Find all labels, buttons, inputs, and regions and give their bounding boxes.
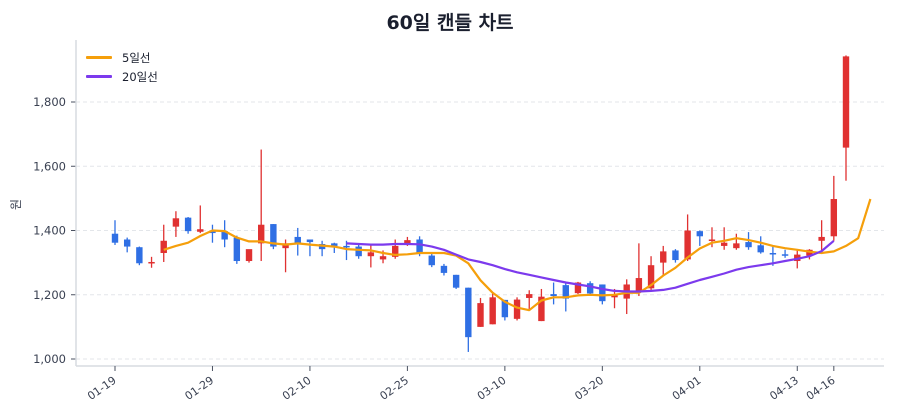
candle-body — [781, 254, 789, 256]
candle-body — [160, 240, 167, 253]
candle-body — [599, 284, 606, 302]
candle-body — [513, 299, 521, 319]
candle-body — [148, 261, 155, 264]
candle-body — [111, 233, 119, 243]
x-tick-label: 02-25 — [377, 374, 411, 403]
candle-body — [306, 239, 314, 243]
candle-body — [733, 243, 740, 249]
y-tick-label: 1,600 — [33, 159, 66, 173]
x-tick-label: 03-10 — [475, 374, 509, 403]
candle-body — [172, 218, 180, 227]
candle-body — [282, 243, 289, 249]
candle-body — [367, 252, 375, 257]
candle-body — [660, 251, 667, 263]
y-tick-label: 1,200 — [33, 288, 66, 302]
candle-body — [197, 229, 204, 232]
candle-body — [720, 242, 728, 246]
x-tick-label: 04-01 — [670, 374, 704, 403]
candle-body — [392, 245, 399, 257]
candle-body — [526, 294, 533, 298]
legend-label-ma5: 5일선 — [122, 50, 151, 65]
candle-body — [574, 282, 582, 294]
ma5-line — [163, 198, 872, 312]
candle-body — [465, 287, 472, 338]
candle-body — [233, 237, 241, 262]
candle-body — [818, 236, 825, 241]
legend-item-ma5: 5일선 — [86, 48, 158, 67]
candle-body — [708, 239, 716, 241]
candle-body — [477, 303, 484, 327]
candle-body — [428, 255, 435, 266]
y-tick-label: 1,800 — [33, 95, 66, 109]
candle-body — [562, 285, 569, 299]
candle-body — [136, 247, 143, 264]
candle-body — [684, 230, 691, 260]
y-tick-label: 1,000 — [33, 352, 66, 366]
candle-body — [842, 56, 850, 148]
candle-body — [757, 245, 764, 253]
candle-body — [647, 265, 655, 289]
candle-body — [209, 231, 216, 234]
candle-body — [538, 296, 545, 322]
candle-body — [343, 245, 350, 248]
candle-body — [440, 265, 448, 273]
x-tick-label: 04-16 — [804, 374, 838, 403]
candle-body — [696, 231, 703, 237]
legend-item-ma20: 20일선 — [86, 67, 158, 86]
candle-body — [294, 236, 301, 244]
candle-body — [489, 297, 496, 325]
candle-body — [258, 224, 265, 244]
x-tick-label: 02-10 — [280, 374, 314, 403]
candle-body — [501, 299, 509, 318]
y-tick-label: 1,400 — [33, 224, 66, 238]
candle-body — [550, 294, 557, 297]
candle-body — [635, 278, 643, 292]
ma5-line-swatch-icon — [86, 56, 112, 59]
candle-body — [379, 256, 387, 260]
ma20-line-swatch-icon — [86, 75, 112, 78]
x-tick-label: 01-29 — [183, 374, 217, 403]
x-tick-label: 04-13 — [767, 374, 801, 403]
candle-body — [331, 243, 338, 246]
legend-label-ma20: 20일선 — [122, 69, 158, 84]
candle-body — [586, 283, 594, 294]
candle-body — [245, 249, 253, 262]
candle-body — [769, 252, 777, 255]
candle-body — [416, 239, 423, 253]
candle-body — [745, 242, 752, 248]
candle-body — [672, 250, 679, 261]
candle-body — [404, 240, 411, 245]
x-tick-label: 01-19 — [85, 374, 119, 403]
x-tick-label: 03-20 — [572, 374, 606, 403]
candle-body — [221, 231, 228, 240]
candle-body — [123, 239, 131, 247]
ma20-line — [346, 239, 835, 293]
candle-body — [355, 246, 362, 257]
candle-body — [830, 199, 838, 237]
candle-body — [452, 274, 460, 288]
candle-body — [270, 224, 277, 247]
candle-body — [611, 295, 618, 298]
candle-body — [184, 217, 192, 232]
chart-title: 60일 캔들 차트 — [386, 12, 514, 34]
legend: 5일선 20일선 — [86, 48, 158, 86]
